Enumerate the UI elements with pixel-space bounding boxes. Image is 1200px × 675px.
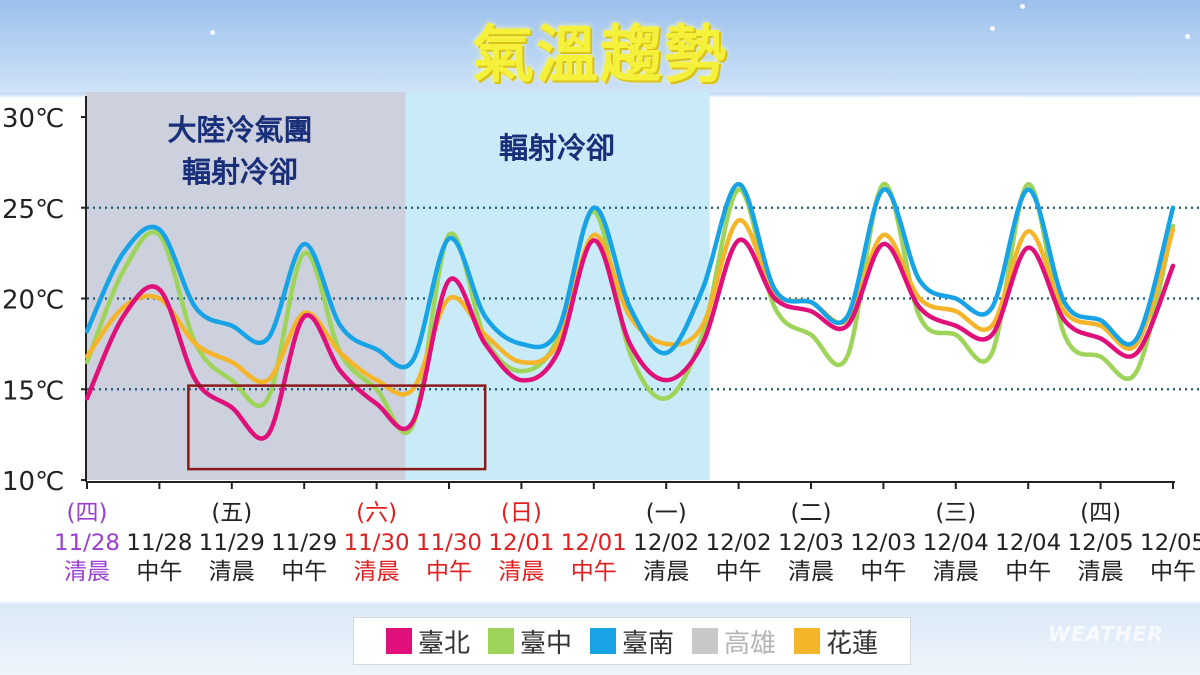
- x-tick-day: (日): [501, 500, 542, 526]
- x-tick-time: 中午: [571, 559, 617, 585]
- x-tick-date: 12/01: [488, 531, 554, 556]
- legend-item: 臺中: [487, 623, 572, 660]
- star-decoration: [1185, 34, 1190, 39]
- title-banner: 氣溫趨勢: [0, 0, 1200, 92]
- x-tick-date: 11/30: [416, 531, 482, 556]
- shaded-regions: [86, 92, 710, 480]
- highlight-box: [187, 384, 487, 471]
- zone2-label: 輻射冷卻: [499, 131, 615, 165]
- star-decoration: [210, 30, 215, 35]
- x-tick-time: 中午: [860, 559, 906, 585]
- zone-labels: 大陸冷氣團 輻射冷卻 輻射冷卻: [167, 113, 615, 189]
- legend-swatch: [692, 628, 718, 654]
- x-tick-date: 12/03: [778, 531, 844, 556]
- chart-title: 氣溫趨勢: [471, 18, 728, 91]
- watermark: WEATHER: [1048, 622, 1164, 646]
- x-tick-time: 清晨: [1078, 559, 1124, 585]
- x-tick-day: (二): [791, 500, 832, 526]
- x-tick-date: 12/04: [923, 531, 989, 556]
- highlight-box-layer: [187, 384, 487, 471]
- series-line-tainan: [84, 181, 1176, 370]
- x-tick-date: 11/28: [126, 531, 192, 556]
- x-tick-time: 中午: [281, 559, 327, 585]
- legend-label: 臺北: [417, 628, 470, 659]
- x-tick-time: 中午: [1150, 559, 1196, 585]
- star-decoration: [1020, 4, 1025, 9]
- x-tick-day: (四): [1080, 500, 1121, 526]
- legend: 臺北 臺中 臺南 高雄 花蓮: [353, 617, 911, 665]
- x-tick-time: 清晨: [643, 559, 689, 585]
- legend-swatch: [589, 628, 616, 654]
- x-tick-day: (六): [356, 500, 397, 526]
- zone1-label-line2: 輻射冷卻: [182, 155, 298, 189]
- x-tick-date: 12/04: [995, 531, 1061, 556]
- x-tick-day: (三): [935, 500, 976, 526]
- legend-swatch: [487, 628, 514, 654]
- y-tick-label: 10℃: [2, 467, 64, 497]
- x-tick-date: 12/05: [1140, 531, 1200, 556]
- x-tick-date: 11/29: [271, 531, 337, 556]
- series-line-taipei: [84, 237, 1176, 441]
- y-tick-label: 25℃: [2, 195, 64, 225]
- shaded-region-2: [405, 92, 710, 480]
- axes: 30℃ 25℃ 20℃ 15℃ 10℃: [2, 96, 1175, 497]
- x-tick-time: 中午: [1005, 559, 1051, 585]
- legend-label: 臺南: [621, 628, 674, 659]
- legend-label: 臺中: [519, 628, 572, 659]
- x-tick-time: 清晨: [64, 559, 110, 585]
- series-lines: [84, 181, 1176, 441]
- x-tick-date: 11/30: [344, 531, 410, 556]
- x-tick-date: 12/05: [1068, 531, 1134, 556]
- legend-item: 高雄: [692, 623, 776, 660]
- y-tick-label: 15℃: [2, 376, 64, 406]
- temperature-chart: 30℃ 25℃ 20℃ 15℃ 10℃ 大陸冷氣團 輻射冷卻 輻射冷卻 (四) 11/28…: [2, 92, 1200, 585]
- legend-item: 花蓮: [794, 623, 878, 660]
- zone1-label-line1: 大陸冷氣團: [167, 113, 312, 147]
- legend-swatch: [794, 628, 821, 654]
- star-decoration: [990, 26, 995, 31]
- x-tick-time: 清晨: [498, 559, 544, 585]
- x-tick-day: (一): [646, 500, 687, 526]
- x-axis-labels: (四) 11/28 清晨 11/28 中午 (五) 11/29 清晨 11/29 中午 (六) 11/…: [54, 482, 1200, 585]
- x-tick-time: 中午: [716, 559, 762, 585]
- x-tick-date: 12/02: [633, 531, 699, 556]
- x-tick-time: 清晨: [788, 559, 834, 585]
- x-tick-day: (四): [67, 500, 108, 526]
- y-tick-label: 30℃: [2, 104, 64, 134]
- x-tick-time: 清晨: [209, 559, 255, 585]
- legend-label: 花蓮: [826, 628, 879, 659]
- x-tick-date: 11/29: [199, 531, 265, 556]
- shaded-region-1: [86, 92, 406, 480]
- x-tick-time: 清晨: [933, 559, 979, 585]
- y-tick-label: 20℃: [2, 286, 64, 316]
- x-tick-date: 12/01: [561, 531, 627, 556]
- legend-item: 臺北: [385, 623, 470, 660]
- x-tick-time: 清晨: [354, 559, 400, 585]
- legend-item: 臺南: [589, 623, 674, 660]
- x-tick-date: 12/02: [706, 531, 772, 556]
- x-tick-time: 中午: [136, 559, 182, 585]
- x-tick-date: 12/03: [850, 531, 916, 556]
- legend-label: 高雄: [724, 628, 777, 659]
- x-tick-day: (五): [211, 500, 252, 526]
- x-tick-date: 11/28: [54, 531, 120, 556]
- x-tick-time: 中午: [426, 559, 472, 585]
- legend-swatch: [385, 628, 412, 654]
